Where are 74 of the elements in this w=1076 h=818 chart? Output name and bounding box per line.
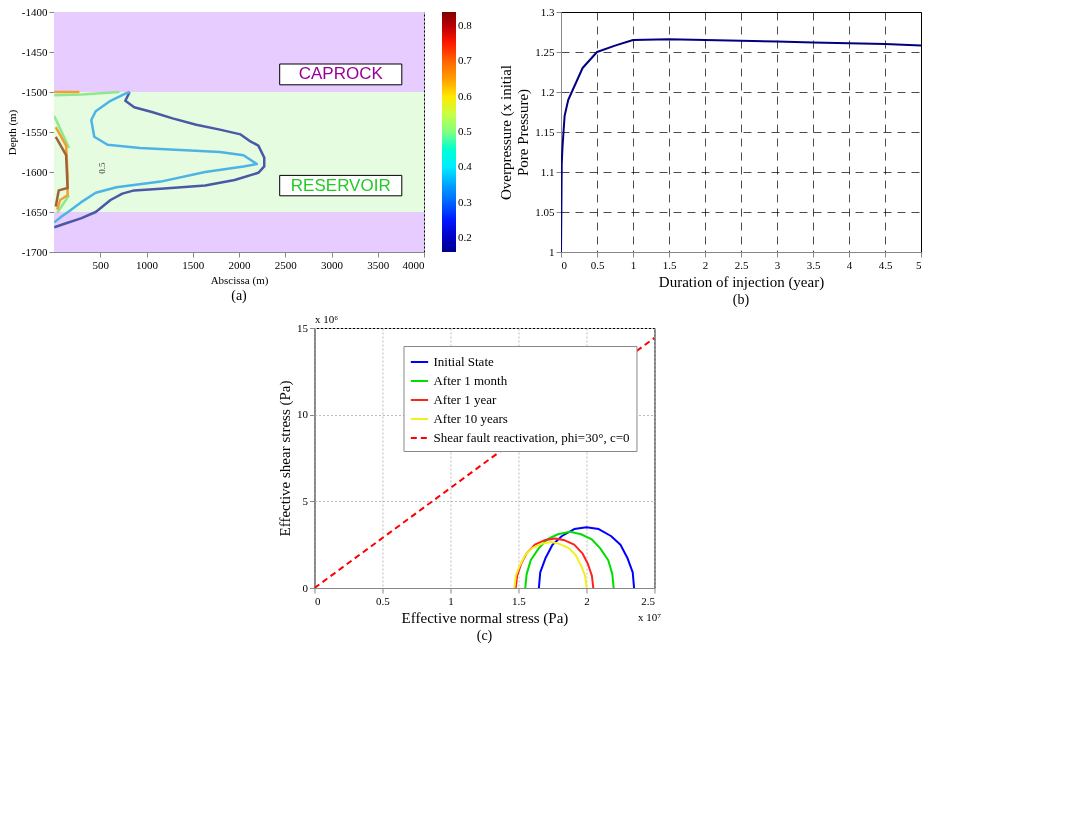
y-axis-title: Overpressure (x initial Pore Pressure) [498, 65, 533, 200]
x-tick-label: 1 [448, 594, 454, 607]
y-tick-label: -1550 [21, 125, 48, 138]
y-tick-label: 1 [549, 245, 555, 258]
y-tick-label: 1.2 [540, 85, 555, 98]
x-tick-label: 2 [584, 594, 590, 607]
y-axis-title: Depth (m) [5, 109, 19, 156]
y-tick-label: 1.1 [540, 165, 555, 178]
line-series [54, 135, 69, 208]
legend-label: After 1 month [433, 373, 508, 388]
annotation: 0.5 [97, 161, 108, 174]
color-bar-label: 0.8 [458, 19, 473, 32]
line-series [537, 526, 636, 588]
x-axis-title: Effective normal stress (Pa) [401, 609, 569, 627]
line-series [513, 541, 588, 588]
band-label: CAPROCK [298, 64, 384, 84]
x-tick-label: 0 [561, 258, 568, 271]
y-tick-label: 15 [296, 321, 309, 334]
text: (b) [732, 292, 750, 308]
y-tick-label: -1450 [21, 45, 48, 58]
y-tick-label: 1.3 [540, 5, 555, 18]
y-tick-label: 10 [296, 408, 309, 421]
x-tick-label: 1 [630, 258, 637, 271]
x-tick-label: 4.5 [878, 258, 893, 271]
x-tick-label: 3500 [367, 258, 390, 271]
y-tick-label: 1.15 [535, 125, 555, 138]
x-tick-label: 3000 [321, 258, 344, 271]
line-series [524, 530, 615, 588]
x-tick-label: 2.5 [734, 258, 749, 271]
band-label: RESERVOIR [290, 175, 391, 195]
color-bar-label: 0.3 [458, 195, 473, 208]
y-axis-title: Effective shear stress (Pa) [276, 380, 294, 537]
text: x 10⁶ [314, 313, 339, 325]
line-series [514, 537, 595, 588]
legend-label: After 10 years [433, 411, 508, 426]
x-tick-label: 2000 [228, 258, 251, 271]
y-tick-label: -1500 [21, 85, 48, 98]
text: (a) [231, 288, 248, 304]
x-tick-label: 1500 [182, 258, 205, 271]
y-tick-label: -1600 [21, 165, 48, 178]
legend-label: Shear fault reactivation, phi=30°, c=0 [433, 430, 630, 445]
x-axis-title: Abscissa (m) [210, 273, 269, 287]
x-tick-label: 0.5 [590, 258, 605, 271]
color-bar-label: 0.5 [458, 125, 473, 137]
x-tick-label: 2 [702, 258, 709, 271]
x-tick-label: 1000 [136, 258, 159, 271]
x-tick-label: 1.5 [662, 258, 677, 271]
color-bar-label: 0.2 [458, 230, 472, 243]
color-bar-label: 0.6 [458, 89, 473, 102]
color-bar-label: 0.7 [458, 54, 473, 67]
x-tick-label: 5 [916, 258, 922, 271]
x-tick-label: 4 [846, 258, 853, 271]
x-tick-label: 1.5 [512, 594, 527, 607]
x-tick-label: 3 [774, 258, 781, 271]
y-tick-label: -1700 [21, 245, 48, 258]
y-tick-label: 1.05 [535, 205, 555, 218]
x-tick-label: 2.5 [641, 594, 656, 607]
x-tick-label: 4000 [402, 258, 425, 271]
x-tick-label: 3.5 [806, 258, 821, 271]
x-tick-label: 0.5 [376, 594, 391, 607]
y-tick-label: -1400 [21, 5, 48, 18]
x-tick-label: 0 [314, 594, 321, 607]
legend-label: Initial State [433, 354, 494, 369]
text: (c) [476, 628, 493, 644]
y-tick-label: 5 [302, 494, 309, 507]
legend-label: After 1 year [433, 392, 497, 407]
y-tick-label: -1650 [21, 205, 48, 218]
x-tick-label: 2500 [274, 258, 298, 271]
x-tick-label: 500 [92, 258, 110, 271]
x-axis-title: Duration of injection (year) [658, 273, 825, 291]
y-tick-label: 0 [302, 581, 309, 594]
text: x 10⁷ [637, 611, 662, 623]
color-bar-label: 0.4 [458, 160, 473, 173]
y-tick-label: 1.25 [535, 45, 555, 58]
